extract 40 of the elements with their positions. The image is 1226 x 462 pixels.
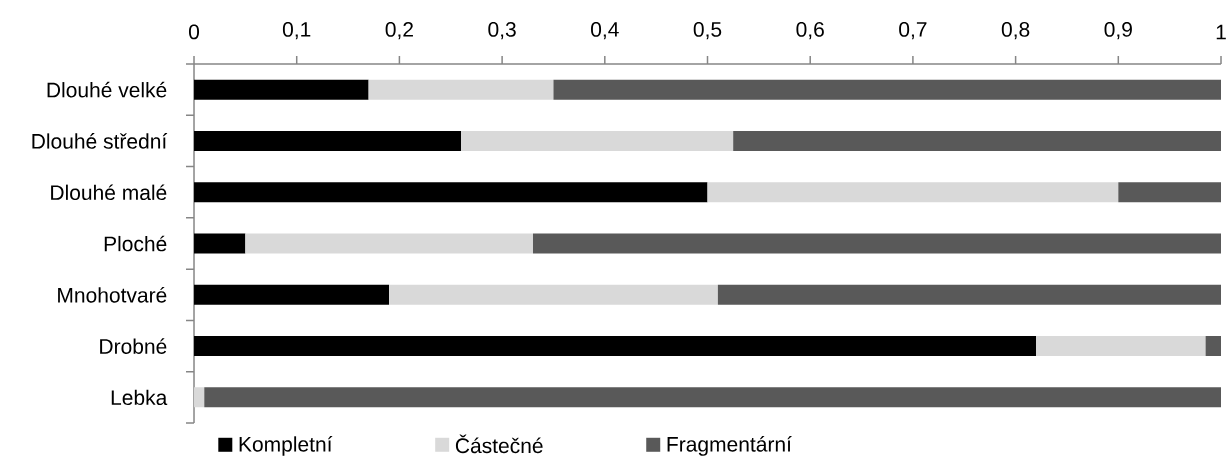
x-tick-label: 0,2 <box>385 21 413 40</box>
y-tick-label: Lebka <box>111 389 168 406</box>
legend-label: Fragmentární <box>667 436 792 456</box>
x-tick-label: 0,3 <box>488 21 516 40</box>
bar <box>368 79 554 100</box>
x-tick-label: 0 <box>188 24 200 40</box>
bar <box>707 182 1119 203</box>
bar <box>1036 336 1206 357</box>
bar <box>389 284 718 305</box>
y-tick-label: Dlouhé velké <box>47 81 167 98</box>
bar <box>194 130 462 151</box>
y-tick-label: Ploché <box>104 235 167 252</box>
x-tick-label: 0,6 <box>796 21 824 40</box>
bar <box>194 233 246 254</box>
bar <box>194 79 369 100</box>
bar <box>461 130 734 151</box>
bar <box>194 336 1037 357</box>
bar <box>1118 182 1222 203</box>
x-tick-label: 0,4 <box>591 21 619 40</box>
bar <box>204 387 1222 408</box>
x-tick-label: 0,5 <box>693 21 722 40</box>
bar <box>194 182 708 203</box>
bar <box>194 284 390 305</box>
x-tick-label: 0,1 <box>282 21 311 40</box>
bar <box>717 284 1222 305</box>
x-tick-label: 0,7 <box>899 21 927 40</box>
bar <box>553 79 1222 100</box>
bar <box>532 233 1222 254</box>
x-tick-label: 1 <box>1216 24 1226 40</box>
x-tick-label: 0,9 <box>1104 21 1132 40</box>
y-tick-label: Dlouhé malé <box>51 184 167 201</box>
bar <box>1205 336 1222 357</box>
bar <box>245 233 533 254</box>
legend-label: Částečné <box>455 434 543 454</box>
x-tick-label: 0,8 <box>1001 21 1030 40</box>
bar <box>733 130 1222 151</box>
legend-label: Kompletní <box>239 436 333 456</box>
y-tick-label: Mnohotvaré <box>58 286 167 303</box>
y-tick-label: Drobné <box>100 338 167 354</box>
y-tick-label: Dlouhé střední <box>32 133 168 149</box>
